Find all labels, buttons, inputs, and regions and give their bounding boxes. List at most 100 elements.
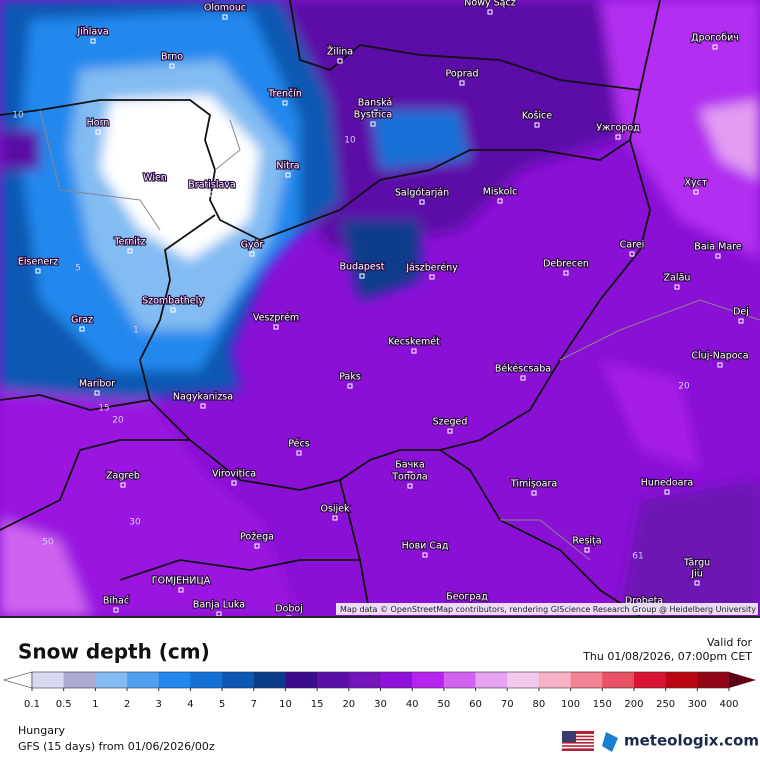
city-marker bbox=[693, 189, 699, 195]
city-label: Hunedoara bbox=[641, 478, 693, 489]
city-marker bbox=[422, 552, 428, 558]
colorbar-under bbox=[2, 671, 33, 689]
city-label: Bratislava bbox=[188, 180, 235, 191]
city-label: Nowy Sącz bbox=[464, 0, 515, 9]
city-label: Olomouc bbox=[204, 3, 246, 14]
city-label: Eisenerz bbox=[18, 257, 58, 268]
city-marker bbox=[209, 191, 215, 197]
legend-title: Snow depth (cm) bbox=[18, 640, 210, 664]
colorbar-swatch bbox=[475, 672, 508, 688]
city-label: Dej bbox=[733, 307, 749, 318]
colorbar-label: 200 bbox=[624, 699, 643, 710]
city-label: Wien bbox=[143, 173, 167, 184]
valid-time: Thu 01/08/2026, 07:00pm CET bbox=[582, 650, 752, 663]
city-marker bbox=[90, 38, 96, 44]
colorbar-label: 0.1 bbox=[24, 699, 40, 710]
city-marker bbox=[584, 547, 590, 553]
city-marker bbox=[296, 450, 302, 456]
city-marker bbox=[664, 489, 670, 495]
colorbar-swatch bbox=[95, 672, 128, 688]
city-marker bbox=[563, 270, 569, 276]
colorbar-swatch bbox=[127, 672, 160, 688]
city-marker bbox=[694, 569, 700, 575]
colorbar-label: 3 bbox=[156, 699, 162, 710]
city-marker bbox=[370, 121, 376, 127]
city-label: Graz bbox=[71, 315, 93, 326]
city-label: Kecskemét bbox=[388, 337, 440, 348]
brand-logo[interactable]: meteologix.com bbox=[602, 732, 759, 753]
city-label: Virovitica bbox=[212, 469, 256, 480]
map-frame bbox=[0, 616, 760, 618]
city-marker bbox=[674, 284, 680, 290]
city-label: Košice bbox=[522, 111, 552, 122]
colorbar-label: 2 bbox=[124, 699, 130, 710]
city-label: Топола bbox=[391, 472, 428, 483]
city-label: Debrecen bbox=[543, 259, 589, 270]
city-marker bbox=[170, 307, 176, 313]
city-marker bbox=[79, 326, 85, 332]
colorbar-swatch bbox=[63, 672, 96, 688]
city-marker bbox=[178, 587, 184, 593]
city-label: Požega bbox=[240, 532, 274, 543]
contour-label: 10 bbox=[12, 111, 24, 121]
city-label: Horn bbox=[87, 118, 110, 129]
city-marker bbox=[411, 348, 417, 354]
city-marker bbox=[534, 122, 540, 128]
city-label: Paks bbox=[339, 372, 361, 383]
colorbar-label: 40 bbox=[406, 699, 419, 710]
city-marker bbox=[282, 100, 288, 106]
brand[interactable]: meteologix.com bbox=[624, 732, 759, 750]
city-label: Budapest bbox=[340, 262, 385, 273]
city-label: Doboj bbox=[275, 604, 303, 615]
city-marker bbox=[531, 490, 537, 496]
city-marker bbox=[487, 9, 493, 15]
city-marker bbox=[273, 324, 279, 330]
city-label: Miskolc bbox=[483, 187, 518, 198]
colorbar-swatch bbox=[380, 672, 413, 688]
city-marker bbox=[712, 44, 718, 50]
colorbar-swatch bbox=[602, 672, 635, 688]
colorbar: 0.1 0.5 1 2 3 4 5 7 10 15 20 30 40 50 60 70 80 100 150 200 2… bbox=[2, 671, 756, 710]
city-label: Zagreb bbox=[106, 471, 140, 482]
region: Hungary bbox=[18, 724, 65, 737]
city-label: Bystrica bbox=[354, 110, 392, 121]
colorbar-swatch bbox=[507, 672, 540, 688]
city-label: Ternitz bbox=[113, 237, 145, 248]
city-marker bbox=[169, 63, 175, 69]
city-label: Banská bbox=[358, 98, 392, 109]
contour-label: 61 bbox=[632, 552, 643, 562]
colorbar-swatch bbox=[697, 672, 730, 688]
city-label: Trenčín bbox=[267, 89, 302, 100]
colorbar-label: 70 bbox=[501, 699, 514, 710]
city-label: Jihlava bbox=[76, 27, 108, 38]
city-marker bbox=[231, 480, 237, 486]
city-label: Бачка bbox=[395, 460, 425, 471]
city-marker bbox=[285, 172, 291, 178]
city-label: Jászberény bbox=[405, 263, 458, 274]
colorbar-swatch bbox=[633, 672, 666, 688]
colorbar-label: 1 bbox=[92, 699, 98, 710]
colorbar-label: 15 bbox=[311, 699, 324, 710]
city-label: Београд bbox=[446, 592, 488, 603]
city-label: Zalău bbox=[664, 273, 691, 284]
city-label: Szombathely bbox=[142, 296, 204, 307]
colorbar-label: 10 bbox=[279, 699, 292, 710]
city-label: Дрогобич bbox=[691, 33, 739, 44]
city-marker bbox=[459, 80, 465, 86]
city-label: Baia Mare bbox=[694, 242, 742, 253]
city-label: Нови Сад bbox=[402, 541, 449, 552]
attribution: Map data © OpenStreetMap contributors, r… bbox=[340, 605, 756, 614]
city-label: Veszprém bbox=[253, 313, 299, 324]
city-label: ГОМЈЕНИЦА bbox=[152, 576, 211, 587]
city-marker bbox=[332, 515, 338, 521]
city-marker bbox=[372, 109, 378, 115]
contour-label: 20 bbox=[678, 382, 690, 392]
us-flag[interactable] bbox=[562, 731, 594, 751]
colorbar-swatch bbox=[570, 672, 603, 688]
city-marker bbox=[254, 543, 260, 549]
colorbar-swatch bbox=[32, 672, 64, 688]
colorbar-swatch bbox=[443, 672, 476, 688]
city-label: Timișoara bbox=[510, 479, 557, 490]
city-marker bbox=[429, 274, 435, 280]
city-label: Târgu bbox=[683, 558, 710, 569]
